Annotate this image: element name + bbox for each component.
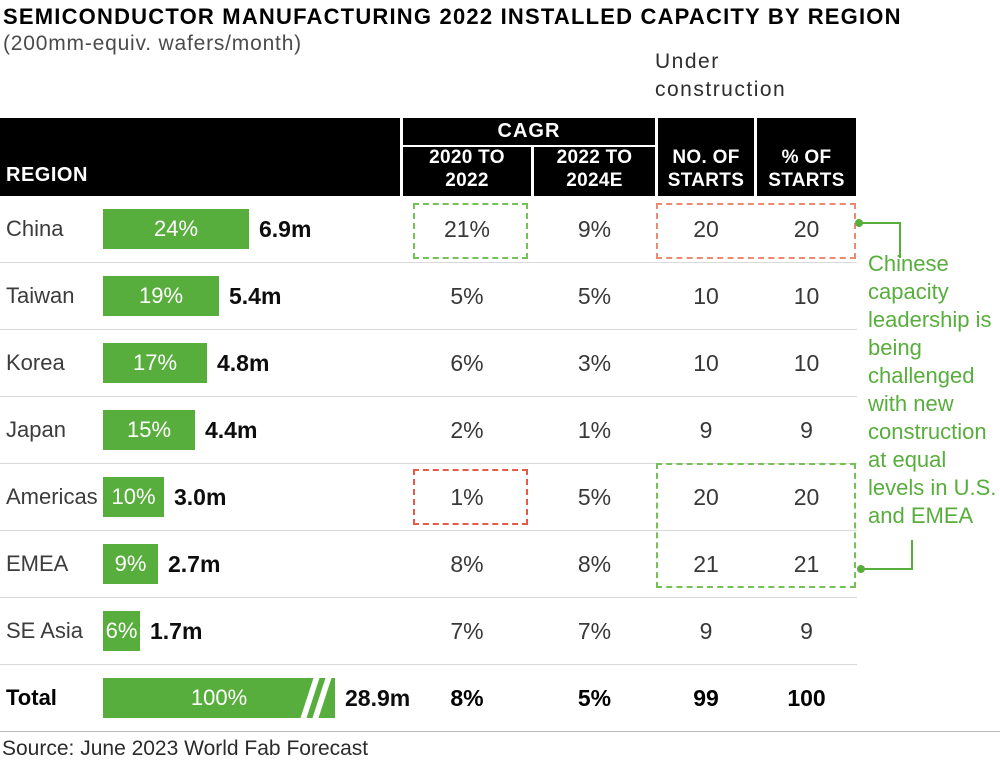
capacity-value: 4.8m [217, 349, 270, 376]
table-row: Taiwan 19% 5.4m 5% 5% 10 10 [0, 263, 857, 330]
starts-pct-value: 20 [793, 483, 820, 510]
cagr-2022-2024e-value: 7% [577, 617, 612, 644]
starts-pct-value: 100 [787, 684, 826, 711]
highlight-box-americas-emea-starts [656, 463, 856, 588]
table-row: China 24% 6.9m 21% 9% 20 20 [0, 196, 857, 263]
capacity-share-label: 17% [132, 350, 178, 375]
table-row: Japan 15% 4.4m 2% 1% 9 9 [0, 397, 857, 464]
annotation-connector-line-bottom-horizontal [861, 568, 913, 570]
capacity-value: 4.4m [205, 416, 258, 443]
region-label: Japan [6, 417, 66, 442]
column-header-region: REGION [0, 118, 400, 196]
capacity-share-label: 100% [190, 685, 248, 710]
capacity-share-label: 6% [105, 618, 138, 643]
cagr-2022-2024e-value: 5% [577, 684, 612, 711]
capacity-bar: 24% [103, 209, 249, 249]
highlight-box-americas-cagr [413, 469, 528, 525]
annotation-connector-line-top-vertical [899, 222, 901, 258]
capacity-share-label: 19% [138, 283, 184, 308]
region-label: SE Asia [6, 618, 84, 643]
region-label: Korea [6, 350, 65, 375]
starts-count-value: 10 [693, 349, 719, 376]
highlight-box-china-starts [656, 203, 856, 259]
column-header-no-of-starts: NO. OF STARTS [658, 118, 754, 196]
starts-count-value: 9 [699, 416, 713, 443]
cagr-2022-2024e-value: 1% [577, 416, 612, 443]
annotation-text: Chinese capacity leadership is being cha… [868, 251, 997, 528]
table-row: Korea 17% 4.8m 6% 3% 10 10 [0, 330, 857, 397]
capacity-value: 5.4m [229, 282, 282, 309]
table-row: Total 100% 28.9m 8% 5% 99 100 [0, 665, 857, 732]
cagr-2022-2024e-value: 8% [577, 550, 612, 577]
annotation-connector-line-bottom-vertical [911, 540, 913, 570]
annotation-connector-line-top-horizontal [859, 222, 901, 224]
capacity-bar: 9% [103, 544, 158, 584]
capacity-value: 3.0m [174, 483, 227, 510]
starts-pct-value: 21 [793, 550, 820, 577]
source-note: Source: June 2023 World Fab Forecast [2, 737, 369, 760]
cagr-2022-2024e-value: 5% [577, 483, 612, 510]
starts-count-value: 21 [693, 550, 719, 577]
capacity-bar: 6% [103, 611, 140, 651]
region-label: EMEA [6, 551, 69, 576]
capacity-value: 2.7m [168, 550, 221, 577]
cagr-2020-2022-value: 5% [450, 282, 484, 309]
capacity-bar: 100% [103, 675, 335, 721]
capacity-bar: 15% [103, 410, 195, 450]
cagr-2020-2022-value: 1% [450, 483, 484, 510]
footer-divider [0, 731, 1000, 732]
cagr-2022-2024e-value: 3% [577, 349, 612, 376]
chart-subtitle: (200mm-equiv. wafers/month) [3, 32, 302, 55]
starts-count-value: 20 [693, 483, 719, 510]
cagr-2020-2022-value: 8% [450, 550, 484, 577]
region-label: Americas [6, 484, 98, 509]
column-header-pct-of-starts: % OF STARTS [757, 118, 856, 196]
under-construction-label: Under construction [655, 50, 787, 101]
starts-count-value: 9 [699, 617, 713, 644]
cagr-2020-2022-value: 8% [450, 684, 484, 711]
capacity-bar: 19% [103, 276, 219, 316]
capacity-value: 28.9m [345, 684, 411, 711]
capacity-share-label: 9% [114, 551, 147, 576]
starts-count-value: 99 [693, 684, 719, 711]
cagr-2020-2022-value: 7% [450, 617, 484, 644]
chart-title: SEMICONDUCTOR MANUFACTURING 2022 INSTALL… [3, 4, 902, 29]
table-row: Americas 10% 3.0m 1% 5% 20 20 [0, 464, 857, 531]
table-row: EMEA 9% 2.7m 8% 8% 21 21 [0, 531, 857, 598]
cagr-2020-2022-value: 2% [450, 416, 484, 443]
capacity-value: 1.7m [150, 617, 203, 644]
cagr-2022-2024e-value: 9% [577, 215, 612, 242]
starts-pct-value: 20 [793, 215, 820, 242]
column-header-cagr-2020-2022: 2020 TO 2022 [403, 147, 531, 196]
cagr-2020-2022-value: 21% [443, 215, 491, 242]
starts-count-value: 20 [693, 215, 719, 242]
highlight-box-china-cagr [413, 203, 528, 259]
region-label: Total [6, 685, 57, 710]
cagr-2022-2024e-value: 5% [577, 282, 612, 309]
starts-count-value: 10 [693, 282, 719, 309]
region-label: Taiwan [6, 283, 75, 308]
cagr-2020-2022-value: 6% [450, 349, 484, 376]
starts-pct-value: 10 [793, 282, 820, 309]
capacity-value: 6.9m [259, 215, 312, 242]
capacity-bar: 10% [103, 477, 164, 517]
starts-pct-value: 9 [800, 416, 813, 443]
capacity-bar: 17% [103, 343, 207, 383]
table-row: SE Asia 6% 1.7m 7% 7% 9 9 [0, 598, 857, 665]
table-body: China 24% 6.9m 21% 9% 20 20 Taiwan 19% 5… [0, 196, 857, 732]
starts-pct-value: 9 [800, 617, 813, 644]
capacity-share-label: 10% [111, 484, 156, 509]
capacity-share-label: 24% [153, 216, 199, 241]
column-header-cagr-2022-2024e: 2022 TO 2024E [534, 147, 655, 196]
column-header-cagr: CAGR [403, 118, 655, 145]
capacity-share-label: 15% [126, 417, 172, 442]
region-label: China [6, 216, 64, 241]
starts-pct-value: 10 [793, 349, 820, 376]
